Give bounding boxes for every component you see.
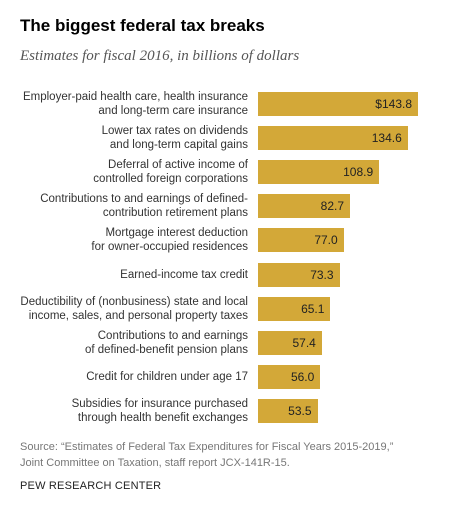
bar [258, 194, 351, 219]
value-label: $143.8 [375, 97, 412, 111]
category-label: Lower tax rates on dividends and long-te… [101, 125, 248, 152]
category-label: Subsidies for insurance purchased throug… [71, 397, 248, 424]
category-label: Contributions to and earnings of defined… [40, 193, 248, 220]
value-label: 73.3 [310, 267, 334, 282]
source-note: Source: “Estimates of Federal Tax Expend… [20, 441, 394, 469]
value-label: 53.5 [288, 403, 312, 418]
bar [258, 160, 380, 185]
chart-title: The biggest federal tax breaks [20, 16, 265, 35]
bar [258, 92, 418, 116]
value-label: 56.0 [290, 369, 315, 384]
bar [258, 364, 321, 389]
bar [258, 330, 322, 355]
value-label: 77.0 [314, 233, 338, 248]
category-label: Contributions to and earnings of defined… [84, 329, 248, 356]
value-label: 108.9 [343, 165, 374, 180]
category-label: Earned-income tax credit [120, 268, 248, 281]
value-label: 65.1 [301, 301, 325, 316]
category-label: Deductibility of (nonbusiness) state and… [20, 295, 248, 322]
bar [258, 262, 340, 287]
value-label: 82.7 [320, 199, 345, 214]
value-label: 57.4 [292, 335, 316, 350]
credit: PEW RESEARCH CENTER [20, 480, 162, 492]
bar [258, 228, 344, 253]
value-label: 134.6 [371, 131, 402, 146]
bar [258, 126, 408, 151]
category-label: Credit for children under age 17 [86, 370, 248, 383]
category-label: Employer-paid health care, health insura… [22, 91, 248, 117]
category-label: Mortgage interest deduction for owner-oc… [91, 227, 248, 254]
bar [258, 398, 318, 423]
chart-subtitle: Estimates for fiscal 2016, in billions o… [20, 48, 300, 64]
bar [258, 296, 331, 321]
category-label: Deferral of active income of controlled … [93, 159, 248, 186]
